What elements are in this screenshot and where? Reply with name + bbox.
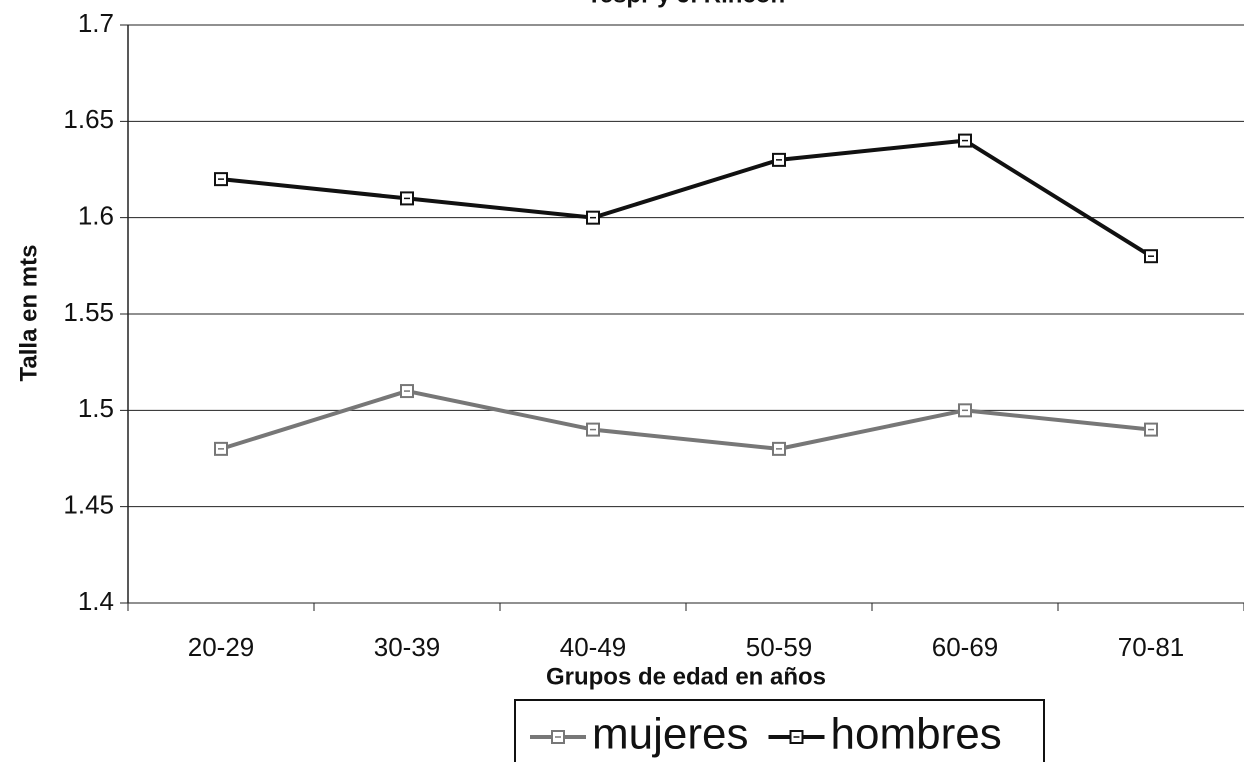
y-tick-label: 1.65 — [63, 104, 114, 134]
y-axis-label: Talla en mts — [15, 245, 42, 382]
y-tick-label: 1.55 — [63, 297, 114, 327]
y-tick-label: 1.7 — [78, 8, 114, 38]
y-tick-label: 1.5 — [78, 393, 114, 423]
x-tick-label: 20-29 — [188, 632, 255, 662]
x-tick-label: 30-39 — [374, 632, 441, 662]
series-line — [220, 138, 1153, 258]
x-tick-label: 70-81 — [1118, 632, 1185, 662]
legend-label: hombres — [831, 710, 1002, 759]
y-tick-label: 1.4 — [78, 586, 114, 616]
series-line — [220, 389, 1152, 451]
x-tick-label: 60-69 — [932, 632, 999, 662]
x-axis-label: Grupos de edad en años — [546, 663, 826, 690]
y-tick-label: 1.6 — [78, 201, 114, 231]
legend-label: mujeres — [592, 710, 749, 759]
x-tick-label: 50-59 — [746, 632, 813, 662]
x-tick-label: 40-49 — [560, 632, 627, 662]
legend-box — [514, 699, 1045, 762]
legend: mujeres hombres — [514, 699, 1045, 762]
y-tick-label: 1.45 — [63, 490, 114, 520]
chart-title: Tespr y J. Rincón — [587, 0, 785, 8]
